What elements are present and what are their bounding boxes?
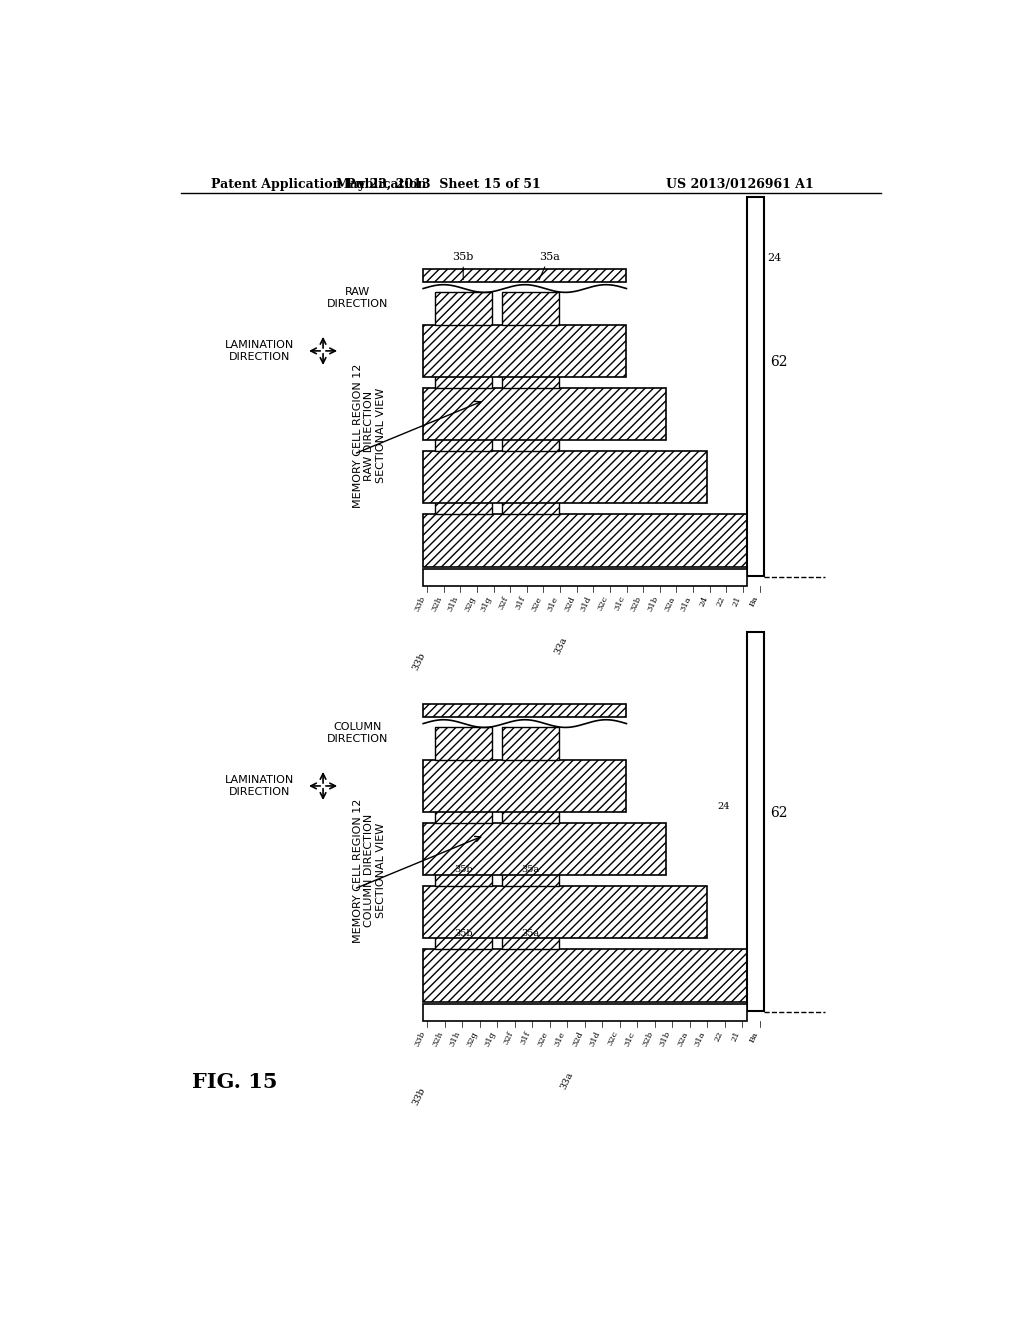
Text: 31e: 31e [553, 1030, 567, 1048]
Bar [435, 917, 493, 949]
Text: Patent Application Publication: Patent Application Publication [211, 178, 427, 190]
Text: 31a: 31a [693, 1030, 708, 1048]
Bar [435, 355, 493, 388]
Bar [502, 418, 559, 451]
Text: 32d: 32d [562, 595, 577, 612]
Text: 21: 21 [730, 1030, 742, 1043]
Text: 31h: 31h [447, 1030, 462, 1048]
Text: 31e: 31e [546, 595, 560, 612]
Bar [423, 760, 627, 812]
Bar [502, 355, 559, 388]
Bar [502, 854, 559, 886]
Text: 32h: 32h [430, 595, 443, 612]
Bar [435, 791, 493, 822]
Text: 33b: 33b [412, 1086, 427, 1107]
Bar [423, 513, 746, 566]
Bar [746, 197, 764, 576]
Bar [502, 482, 559, 515]
Text: 33b: 33b [413, 595, 427, 612]
Bar [435, 727, 493, 760]
Text: 32e: 32e [529, 595, 544, 612]
Text: 22: 22 [713, 1030, 725, 1043]
Text: LAMINATION
DIRECTION: LAMINATION DIRECTION [224, 341, 294, 362]
Text: 32c: 32c [596, 595, 610, 612]
Text: 35a: 35a [521, 866, 540, 874]
Text: 31d: 31d [588, 1030, 602, 1048]
Text: LAMINATION
DIRECTION: LAMINATION DIRECTION [224, 775, 294, 797]
Text: 31g: 31g [479, 595, 494, 612]
Text: 24: 24 [717, 803, 730, 812]
Text: 31h: 31h [446, 595, 460, 612]
Text: US 2013/0126961 A1: US 2013/0126961 A1 [666, 178, 813, 190]
Bar [423, 569, 746, 586]
Text: 32f: 32f [497, 595, 510, 611]
Bar [435, 418, 493, 451]
Text: 32e: 32e [536, 1030, 550, 1048]
Bar [423, 949, 746, 1002]
Text: 32b: 32b [629, 595, 643, 612]
Text: 24: 24 [698, 595, 710, 609]
Bar [502, 917, 559, 949]
Text: 31g: 31g [483, 1030, 497, 1048]
Text: 21: 21 [731, 595, 743, 609]
Text: 22: 22 [715, 595, 726, 609]
Text: 31c: 31c [624, 1030, 637, 1047]
Text: 31a: 31a [679, 595, 693, 612]
Text: 35b: 35b [453, 252, 474, 280]
Bar [423, 886, 707, 939]
Text: 32h: 32h [430, 1030, 444, 1048]
Bar [502, 293, 559, 325]
Text: 32a: 32a [663, 595, 677, 612]
Text: 32b: 32b [641, 1030, 654, 1048]
Text: 62: 62 [770, 355, 787, 370]
Bar [423, 388, 667, 441]
Text: 62: 62 [770, 807, 787, 820]
Bar [435, 482, 493, 515]
Text: May 23, 2013  Sheet 15 of 51: May 23, 2013 Sheet 15 of 51 [336, 178, 541, 190]
Text: 31c: 31c [612, 595, 627, 612]
Text: 35a: 35a [539, 252, 560, 280]
Bar [423, 1005, 746, 1020]
Text: 33b: 33b [413, 1030, 427, 1048]
Text: 35b: 35b [454, 928, 472, 937]
Text: FIG. 15: FIG. 15 [193, 1072, 278, 1093]
Text: Ba: Ba [748, 595, 760, 609]
Text: 31d: 31d [580, 595, 593, 612]
Bar [423, 822, 667, 875]
Text: 24: 24 [767, 252, 781, 263]
Text: MEMORY CELL REGION 12
COLUMN DIRECTION
SECTIONAL VIEW: MEMORY CELL REGION 12 COLUMN DIRECTION S… [352, 799, 386, 942]
Text: 33b: 33b [412, 651, 427, 672]
Text: 32c: 32c [606, 1030, 620, 1047]
Text: 32g: 32g [466, 1030, 479, 1048]
Bar [502, 727, 559, 760]
Bar [435, 854, 493, 886]
Bar [502, 791, 559, 822]
Bar [423, 451, 707, 503]
Text: 31b: 31b [658, 1030, 672, 1048]
Bar [423, 325, 627, 378]
Text: COLUMN
DIRECTION: COLUMN DIRECTION [327, 722, 388, 743]
Text: 31f: 31f [514, 595, 526, 611]
Text: 35b: 35b [454, 866, 472, 874]
Bar [423, 704, 627, 718]
Text: 32f: 32f [502, 1030, 514, 1045]
Bar [746, 632, 764, 1011]
Text: 31b: 31b [646, 595, 659, 612]
Text: 31f: 31f [519, 1030, 532, 1045]
Text: 32a: 32a [676, 1030, 689, 1048]
Text: 32d: 32d [570, 1030, 585, 1048]
Bar [423, 268, 627, 282]
Text: Ba: Ba [748, 1030, 760, 1043]
Text: RAW
DIRECTION: RAW DIRECTION [327, 286, 388, 309]
Text: 35a: 35a [521, 928, 540, 937]
Text: MEMORY CELL REGION 12
RAW DIRECTION
SECTIONAL VIEW: MEMORY CELL REGION 12 RAW DIRECTION SECT… [352, 363, 386, 508]
Text: 33a: 33a [559, 1071, 575, 1092]
Bar [435, 293, 493, 325]
Text: 33a: 33a [553, 636, 569, 656]
Text: 32g: 32g [463, 595, 477, 612]
